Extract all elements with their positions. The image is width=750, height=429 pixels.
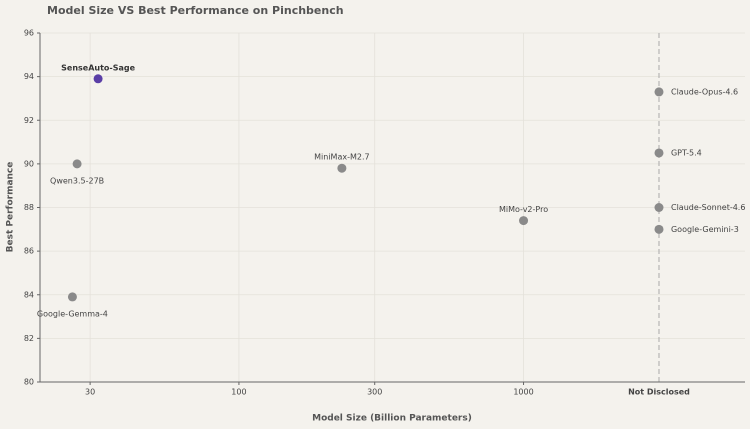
x-tick-label: 100 — [231, 388, 246, 397]
point-label: Qwen3.5-27B — [50, 176, 104, 185]
point-label: Claude-Opus-4.6 — [671, 87, 738, 96]
point-label: Google-Gemini-3 — [671, 225, 739, 234]
y-tick-label: 86 — [24, 247, 34, 256]
point-label: Google-Gemma-4 — [37, 309, 108, 318]
y-tick-label: 82 — [24, 334, 34, 343]
y-tick-label: 90 — [24, 159, 34, 168]
x-tick-label: 300 — [367, 388, 382, 397]
x-tick-label: Not Disclosed — [628, 388, 690, 397]
y-tick-label: 94 — [24, 72, 34, 81]
point — [93, 74, 103, 84]
point — [519, 216, 529, 226]
point-label: SenseAuto-Sage — [61, 63, 135, 72]
point — [654, 203, 664, 212]
y-axis-label: Best Performance — [6, 162, 16, 253]
point-label: Claude-Sonnet-4.6 — [671, 203, 745, 212]
point — [654, 224, 664, 234]
y-tick-label: 88 — [24, 203, 34, 212]
point — [337, 163, 347, 173]
x-axis-label: Model Size (Billion Parameters) — [312, 414, 472, 424]
y-tick-label: 96 — [24, 29, 34, 38]
point — [654, 148, 664, 158]
x-tick-label: 1000 — [513, 388, 533, 397]
x-tick-label: 30 — [85, 388, 95, 397]
point — [654, 87, 664, 97]
point-label: MiniMax-M2.7 — [314, 153, 369, 162]
point-label: MiMo-v2-Pro — [499, 205, 548, 214]
chart-title: Model Size VS Best Performance on Pinchb… — [47, 4, 344, 17]
point — [67, 292, 77, 302]
point — [72, 159, 82, 169]
y-tick-label: 92 — [24, 116, 34, 125]
y-tick-label: 80 — [24, 378, 34, 387]
y-tick-label: 84 — [24, 290, 34, 299]
point-label: GPT-5.4 — [671, 148, 702, 157]
